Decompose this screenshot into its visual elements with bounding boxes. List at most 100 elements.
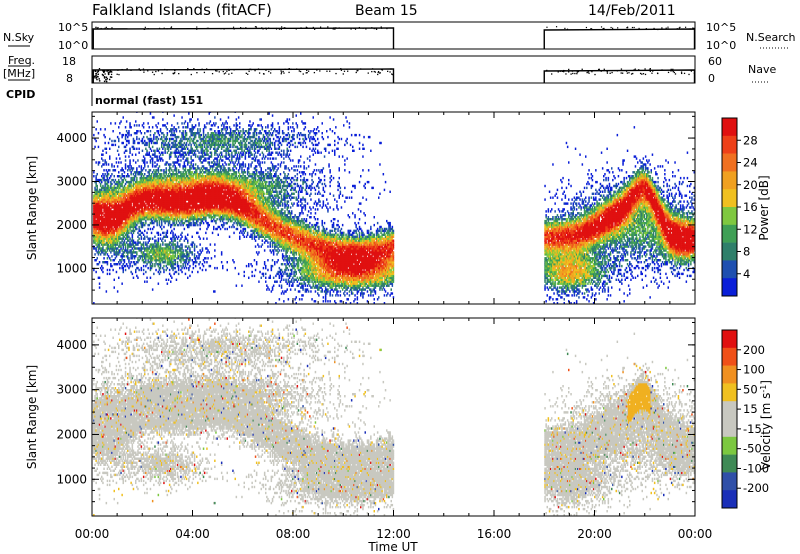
power-cell <box>184 210 187 213</box>
power-cell <box>153 216 155 219</box>
power-cell <box>99 184 102 188</box>
power-cell <box>170 280 172 283</box>
power-cell <box>206 178 208 182</box>
power-cell <box>125 175 128 178</box>
power-cell <box>196 145 198 149</box>
power-cell <box>116 206 119 209</box>
power-cell <box>157 233 160 236</box>
power-cell <box>158 253 161 256</box>
power-cell <box>192 182 195 186</box>
power-cell <box>124 243 127 246</box>
power-cell <box>150 192 153 195</box>
power-cell <box>146 161 148 164</box>
power-cell <box>168 186 171 190</box>
power-cell <box>214 192 216 195</box>
power-cell <box>201 249 204 252</box>
power-cell <box>132 176 135 180</box>
nave-dot <box>282 70 284 73</box>
power-cell <box>121 167 123 170</box>
power-cell <box>111 247 113 250</box>
power-cell <box>165 198 167 201</box>
power-cell <box>122 175 124 178</box>
power-cell <box>133 218 136 221</box>
power-cell <box>205 139 207 143</box>
power-cell <box>210 188 213 192</box>
power-cell <box>179 212 181 215</box>
power-cell <box>121 249 123 252</box>
power-cell <box>200 186 202 190</box>
power-cell <box>163 231 165 235</box>
power-cell <box>145 241 147 244</box>
power-cell <box>145 141 147 145</box>
nave-dot <box>228 73 230 75</box>
power-cell <box>93 239 95 242</box>
power-cell <box>122 186 124 190</box>
power-cell <box>113 192 115 195</box>
power-cell <box>146 190 148 193</box>
power-cell <box>118 227 120 231</box>
power-cell <box>141 206 144 209</box>
power-cell <box>147 206 149 209</box>
power-cell <box>165 278 167 281</box>
power-cell <box>138 237 140 240</box>
power-cell <box>141 137 144 141</box>
power-cell <box>119 206 121 209</box>
power-cell <box>180 243 182 246</box>
power-cell <box>193 218 196 221</box>
power-cell <box>201 184 204 188</box>
power-cell <box>192 208 195 211</box>
power-cell <box>133 255 136 258</box>
power-cell <box>159 266 162 270</box>
power-cell <box>205 157 207 160</box>
power-cell <box>170 130 172 133</box>
power-cell <box>98 235 101 238</box>
power-cell <box>120 196 122 199</box>
power-cell <box>147 241 149 244</box>
power-cell <box>179 163 181 166</box>
power-cell <box>95 161 97 164</box>
power-cell <box>207 188 209 192</box>
power-cell <box>153 186 155 190</box>
power-cell <box>135 223 137 227</box>
power-cell <box>172 218 174 221</box>
power-cell <box>162 147 164 150</box>
power-cell <box>201 143 204 147</box>
power-cell <box>199 141 201 145</box>
power-cell <box>162 184 164 188</box>
power-cell <box>179 176 181 180</box>
power-cell <box>149 266 152 270</box>
power-cell <box>154 208 156 211</box>
power-cell <box>215 182 217 186</box>
power-cell <box>197 192 199 195</box>
power-cell <box>149 194 152 197</box>
power-cell <box>175 198 178 201</box>
power-cell <box>119 227 121 231</box>
power-cell <box>151 219 154 223</box>
power-cell <box>113 188 115 192</box>
freq-dot <box>109 76 112 78</box>
power-cell <box>189 200 191 203</box>
power-cell <box>115 190 118 193</box>
power-cell <box>107 192 110 195</box>
power-cell <box>149 182 152 186</box>
power-cell <box>208 171 210 174</box>
power-cell <box>164 198 166 201</box>
power-cell <box>203 135 206 139</box>
power-cell <box>158 165 161 168</box>
power-cell <box>140 204 143 207</box>
power-cell <box>141 139 144 143</box>
power-cell <box>173 169 175 172</box>
power-cell <box>114 221 117 225</box>
power-cell <box>124 212 127 215</box>
power-cell <box>140 200 143 203</box>
power-cell <box>170 176 172 180</box>
power-cell <box>119 223 121 227</box>
power-cell <box>147 208 149 211</box>
power-cell <box>177 188 180 192</box>
power-cell <box>114 202 117 205</box>
power-cell <box>116 263 119 266</box>
power-cell <box>172 208 174 211</box>
nave-dot <box>284 68 286 71</box>
power-cell <box>198 255 200 258</box>
power-cell <box>156 180 158 184</box>
